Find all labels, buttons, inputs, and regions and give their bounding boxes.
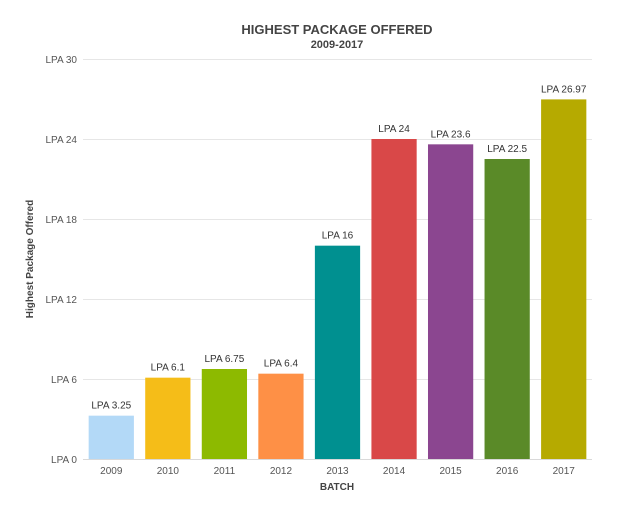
x-tick-label-2012: 2012	[270, 466, 293, 477]
x-tick-label-2017: 2017	[553, 466, 576, 477]
data-label-2010: LPA 6.1	[151, 363, 186, 374]
data-label-2015: LPA 23.6	[431, 129, 471, 140]
data-labels: LPA 3.25 LPA 6.1 LPA 6.75 LPA 6.4 LPA 16 LPA …	[91, 84, 587, 411]
x-tick-label-2013: 2013	[326, 466, 349, 477]
bar-2016[interactable]	[484, 159, 530, 459]
y-tick-label: LPA 30	[45, 55, 77, 66]
y-axis-ticks: LPA 0 LPA 6 LPA 12 LPA 18 LPA 24 LPA 30	[45, 55, 77, 466]
data-label-2011: LPA 6.75	[204, 354, 244, 365]
x-tick-label-2009: 2009	[100, 466, 123, 477]
x-tick-label-2014: 2014	[383, 466, 406, 477]
x-tick-label-2015: 2015	[439, 466, 462, 477]
y-tick-label: LPA 6	[51, 375, 77, 386]
x-tick-label-2016: 2016	[496, 466, 519, 477]
y-axis-title: Highest Package Offered	[25, 200, 36, 318]
bar-2009[interactable]	[88, 415, 134, 459]
y-tick-label: LPA 18	[45, 215, 77, 226]
chart-subtitle: 2009-2017	[311, 39, 364, 51]
x-tick-label-2010: 2010	[157, 466, 180, 477]
data-label-2012: LPA 6.4	[264, 359, 299, 370]
data-label-2009: LPA 3.25	[91, 401, 131, 412]
bar-2012[interactable]	[258, 373, 304, 459]
y-tick-label: LPA 24	[45, 135, 77, 146]
bar-2017[interactable]	[541, 99, 587, 460]
data-label-2016: LPA 22.5	[487, 144, 527, 155]
data-label-2013: LPA 16	[322, 231, 354, 242]
bar-2015[interactable]	[427, 144, 474, 459]
y-tick-label: LPA 0	[51, 455, 77, 466]
bar-2010[interactable]	[145, 377, 191, 459]
chart-title: HIGHEST PACKAGE OFFERED	[241, 22, 432, 37]
x-tick-label-2011: 2011	[214, 466, 236, 477]
data-label-2017: LPA 26.97	[541, 84, 587, 95]
x-axis-title: BATCH	[320, 482, 354, 493]
bars	[88, 99, 587, 460]
y-tick-label: LPA 12	[45, 295, 77, 306]
data-label-2014: LPA 24	[378, 124, 410, 135]
bar-2011[interactable]	[201, 369, 248, 459]
bar-2013[interactable]	[314, 245, 361, 459]
bar-2014[interactable]	[371, 139, 417, 459]
x-axis-ticks: 2009 2010 2011 2012 2013 2014 2015 2016 2017	[100, 466, 575, 477]
